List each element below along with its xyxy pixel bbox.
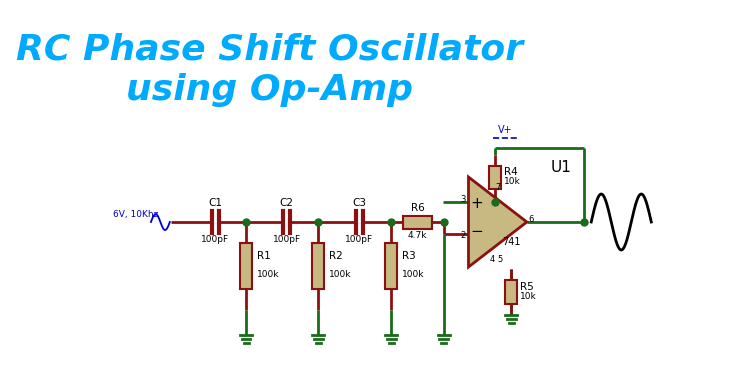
Text: −: −	[471, 225, 484, 239]
Text: 6: 6	[529, 216, 534, 225]
Polygon shape	[469, 177, 526, 267]
Text: 4: 4	[490, 255, 495, 264]
Text: 100k: 100k	[328, 270, 351, 279]
Text: R1: R1	[256, 251, 270, 261]
FancyBboxPatch shape	[312, 243, 324, 289]
Text: R2: R2	[328, 251, 342, 261]
Text: C3: C3	[352, 198, 367, 208]
FancyBboxPatch shape	[506, 280, 518, 304]
Text: 2: 2	[460, 232, 466, 241]
Text: U1: U1	[550, 161, 572, 176]
Text: 100pF: 100pF	[272, 235, 301, 244]
Text: 100pF: 100pF	[201, 235, 229, 244]
Text: C1: C1	[209, 198, 222, 208]
Text: 10k: 10k	[504, 177, 520, 186]
Text: R5: R5	[520, 282, 534, 292]
Text: V+: V+	[498, 125, 512, 135]
Text: 100pF: 100pF	[346, 235, 374, 244]
FancyBboxPatch shape	[489, 166, 501, 189]
Text: +: +	[471, 197, 484, 211]
Text: 100k: 100k	[401, 270, 424, 279]
Text: 6V, 10Khz: 6V, 10Khz	[113, 211, 158, 220]
Text: R6: R6	[410, 203, 424, 213]
Text: using Op-Amp: using Op-Amp	[126, 73, 413, 107]
FancyBboxPatch shape	[403, 216, 432, 229]
Text: 4.7k: 4.7k	[408, 231, 428, 240]
Text: 100k: 100k	[256, 270, 279, 279]
Text: 741: 741	[503, 237, 520, 247]
Text: R3: R3	[401, 251, 416, 261]
Text: R4: R4	[504, 167, 518, 177]
Text: 10k: 10k	[520, 292, 537, 301]
FancyBboxPatch shape	[240, 243, 252, 289]
Text: 7: 7	[495, 183, 500, 191]
Text: 3: 3	[460, 195, 466, 204]
Text: C2: C2	[280, 198, 293, 208]
FancyBboxPatch shape	[386, 243, 398, 289]
Text: 5: 5	[497, 255, 502, 264]
Text: RC Phase Shift Oscillator: RC Phase Shift Oscillator	[16, 33, 523, 67]
